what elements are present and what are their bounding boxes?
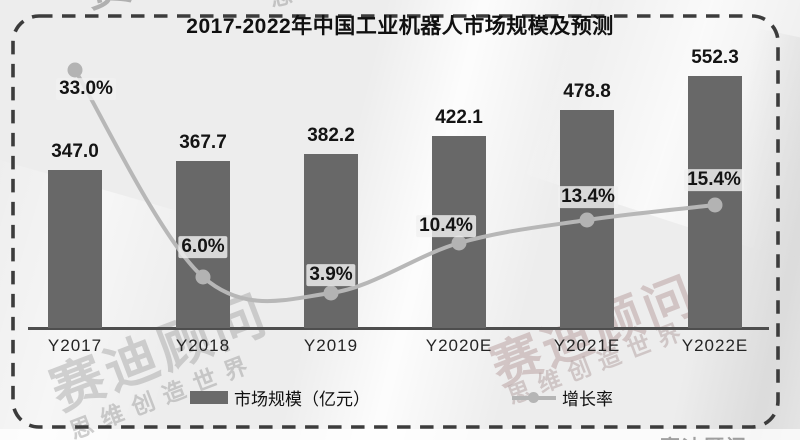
x-axis-label-Y2018: Y2018	[175, 336, 231, 355]
x-axis-line	[28, 327, 769, 330]
growth-marker-Y2022E	[707, 197, 723, 213]
bar-value-label: 422.1	[435, 107, 483, 128]
legend-label-growth-rate: 增长率	[562, 390, 613, 409]
x-axis-label-Y2017: Y2017	[47, 336, 103, 355]
bar-value-label: 382.2	[307, 125, 355, 146]
bar-value-label: 347.0	[51, 141, 99, 162]
growth-pct-label: 13.4%	[558, 186, 618, 208]
x-axis-label-Y2021E: Y2021E	[553, 336, 621, 355]
legend-label-market-size: 市场规模（亿元）	[234, 390, 370, 409]
legend-item-growth-rate: 增长率	[512, 385, 613, 410]
x-axis-label-Y2019: Y2019	[303, 336, 359, 355]
bar-legend-swatch-icon	[190, 391, 228, 404]
chart-title: 2017-2022年中国工业机器人市场规模及预测	[186, 15, 614, 38]
growth-pct-label: 10.4%	[416, 215, 476, 237]
growth-marker-Y2021E	[579, 212, 595, 228]
growth-marker-Y2017	[67, 62, 83, 78]
x-axis-label-Y2020E: Y2020E	[425, 336, 493, 355]
bar-Y2017	[48, 170, 102, 328]
growth-pct-label: 3.9%	[306, 264, 356, 286]
legend-item-market-size: 市场规模（亿元）	[190, 385, 370, 410]
growth-marker-Y2020E	[451, 235, 467, 251]
growth-pct-label: 33.0%	[56, 78, 116, 100]
bar-value-label: 552.3	[691, 47, 739, 68]
bottom-white-strip	[0, 429, 800, 440]
bar-value-label: 478.8	[563, 81, 611, 102]
growth-pct-label: 15.4%	[684, 169, 744, 191]
bar-value-label: 367.7	[179, 132, 227, 153]
growth-marker-Y2019	[323, 285, 339, 301]
growth-rate-line	[73, 68, 716, 304]
growth-pct-label: 6.0%	[178, 236, 228, 258]
growth-marker-Y2018	[195, 269, 211, 285]
line-legend-swatch-icon	[512, 391, 556, 404]
x-axis-label-Y2022E: Y2022E	[681, 336, 749, 355]
